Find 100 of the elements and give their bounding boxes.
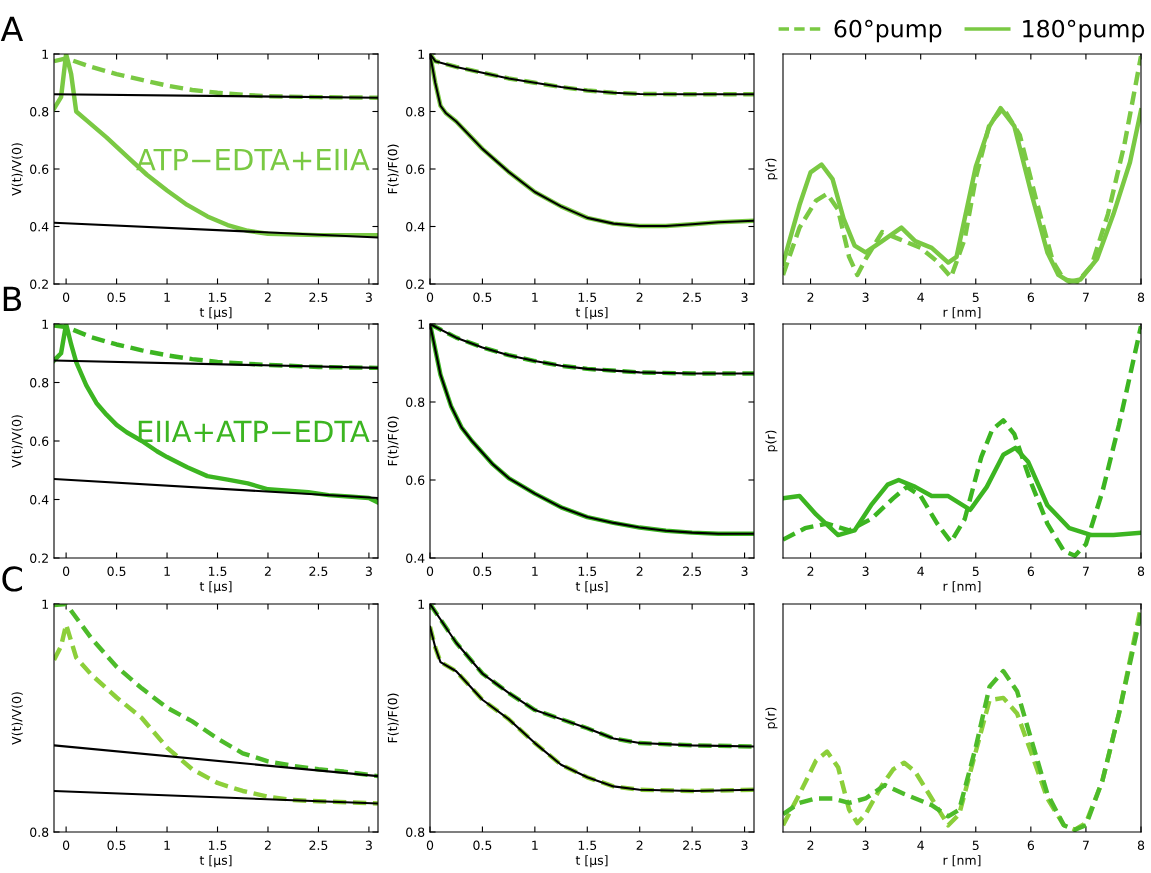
y-tick-label: 0.4: [406, 221, 425, 232]
x-tick-label: 4: [917, 292, 924, 302]
x-tick-label: 2: [807, 840, 814, 850]
y-tick-label: 0.8: [406, 106, 425, 117]
x-tick-label: 2: [636, 292, 643, 302]
x-tick-label: 0.5: [473, 566, 492, 577]
x-tick-label: 0.5: [107, 566, 126, 577]
y-axis-title: p(r): [765, 158, 778, 180]
x-tick-label: 3: [862, 566, 869, 577]
y-tick-label: 0.8: [30, 106, 49, 117]
x-axis-title: t [µs]: [575, 581, 608, 594]
x-tick-label: 1: [164, 566, 170, 576]
y-tick-label: 0.4: [30, 221, 49, 232]
x-tick-label: 7: [1082, 292, 1089, 302]
x-tick-label: 0: [426, 566, 434, 577]
x-tick-label: 1.5: [208, 292, 227, 303]
y-tick-label: 0.4: [30, 494, 49, 505]
x-tick-label: 1: [532, 840, 538, 850]
x-axis-title: t [µs]: [575, 307, 608, 320]
x-tick-label: 1.5: [578, 292, 597, 303]
x-tick-label: 0.5: [107, 840, 126, 851]
x-tick-label: 1.5: [208, 566, 227, 577]
x-axis-title: r [nm]: [943, 307, 981, 319]
y-tick-label: 0.2: [30, 279, 48, 289]
y-tick-label: 0.6: [30, 164, 49, 174]
y-tick-label: 0.2: [30, 553, 48, 563]
x-tick-label: 2.5: [683, 566, 701, 577]
x-tick-label: 2: [264, 292, 271, 302]
y-axis-title: F(t)/F(0): [387, 144, 399, 194]
y-axis-title: F(t)/F(0): [387, 416, 399, 466]
x-axis-title: t [µs]: [199, 855, 232, 868]
x-axis-title: t [µs]: [199, 581, 232, 594]
x-tick-label: 3: [741, 292, 748, 303]
x-axis-title: t [µs]: [199, 307, 232, 320]
x-tick-label: 4: [917, 566, 924, 576]
y-axis-title: F(t)/F(0): [387, 693, 399, 743]
y-tick-label: 0.8: [406, 827, 425, 837]
x-tick-label: 3: [365, 566, 372, 577]
x-tick-label: 3: [862, 292, 869, 303]
y-tick-label: 0.2: [406, 279, 424, 289]
x-tick-label: 7: [1082, 840, 1089, 850]
y-tick-label: 0.8: [30, 377, 49, 388]
x-axis-title: r [nm]: [943, 581, 981, 593]
x-tick-label: 1: [164, 840, 170, 850]
x-tick-label: 2.5: [309, 566, 328, 577]
x-tick-label: 1: [532, 292, 538, 302]
y-tick-label: 1: [418, 599, 424, 609]
x-tick-label: 1.5: [208, 840, 227, 851]
chart-title: C: [2, 566, 23, 592]
x-tick-label: 3: [741, 840, 748, 851]
y-tick-label: 1: [42, 319, 48, 329]
chart-title: B: [3, 286, 22, 311]
y-tick-label: 0.8: [30, 827, 49, 837]
y-tick-label: 1: [42, 49, 48, 59]
x-tick-label: 2: [807, 292, 814, 302]
x-axis-title: t [µs]: [575, 855, 608, 868]
x-tick-label: 3: [741, 566, 748, 577]
x-tick-label: 7: [1082, 566, 1089, 576]
y-axis-title: V(t)/V(0): [11, 415, 23, 468]
x-tick-label: 0: [62, 566, 70, 577]
x-tick-label: 0: [426, 840, 434, 851]
x-tick-label: 2.5: [309, 292, 328, 303]
x-tick-label: 2.5: [309, 840, 328, 851]
x-tick-label: 1.5: [578, 566, 597, 577]
y-tick-label: 1: [418, 49, 424, 59]
x-tick-label: 0.5: [473, 292, 492, 303]
x-tick-label: 8: [1137, 292, 1145, 303]
y-tick-label: 0.8: [406, 397, 425, 407]
x-tick-label: 1.5: [578, 840, 597, 851]
x-tick-label: 1: [164, 292, 170, 302]
y-tick-label: 0.6: [30, 436, 49, 446]
x-tick-label: 5: [972, 292, 979, 303]
x-tick-label: 2: [807, 566, 814, 576]
y-tick-label: 0.6: [406, 164, 425, 174]
x-tick-label: 4: [917, 840, 924, 850]
x-tick-label: 0.5: [473, 840, 492, 851]
y-axis-title: p(r): [765, 707, 778, 729]
x-tick-label: 6: [1027, 840, 1035, 851]
x-tick-label: 6: [1027, 566, 1035, 577]
y-tick-label: 1: [42, 599, 48, 609]
x-tick-label: 3: [365, 292, 372, 303]
x-tick-label: 2: [264, 840, 271, 850]
x-tick-label: 0: [62, 840, 70, 851]
x-tick-label: 2.5: [683, 840, 701, 851]
x-tick-label: 0.5: [107, 292, 126, 303]
annotation: ATP−EDTA+EIIA: [136, 148, 370, 171]
x-axis-title: r [nm]: [943, 855, 981, 867]
x-tick-label: 2: [636, 840, 643, 850]
y-tick-label: 0.6: [406, 475, 425, 485]
x-tick-label: 2.5: [683, 292, 701, 303]
x-tick-label: 1: [532, 566, 538, 576]
chart-title: A: [0, 16, 24, 42]
x-tick-label: 3: [862, 840, 869, 851]
y-tick-label: 0.4: [406, 553, 425, 563]
x-tick-label: 0: [62, 292, 70, 303]
x-tick-label: 6: [1027, 292, 1035, 303]
y-axis-title: V(t)/V(0): [11, 692, 23, 745]
x-tick-label: 0: [426, 292, 434, 303]
x-tick-label: 2: [636, 566, 643, 576]
x-tick-label: 8: [1137, 840, 1145, 851]
